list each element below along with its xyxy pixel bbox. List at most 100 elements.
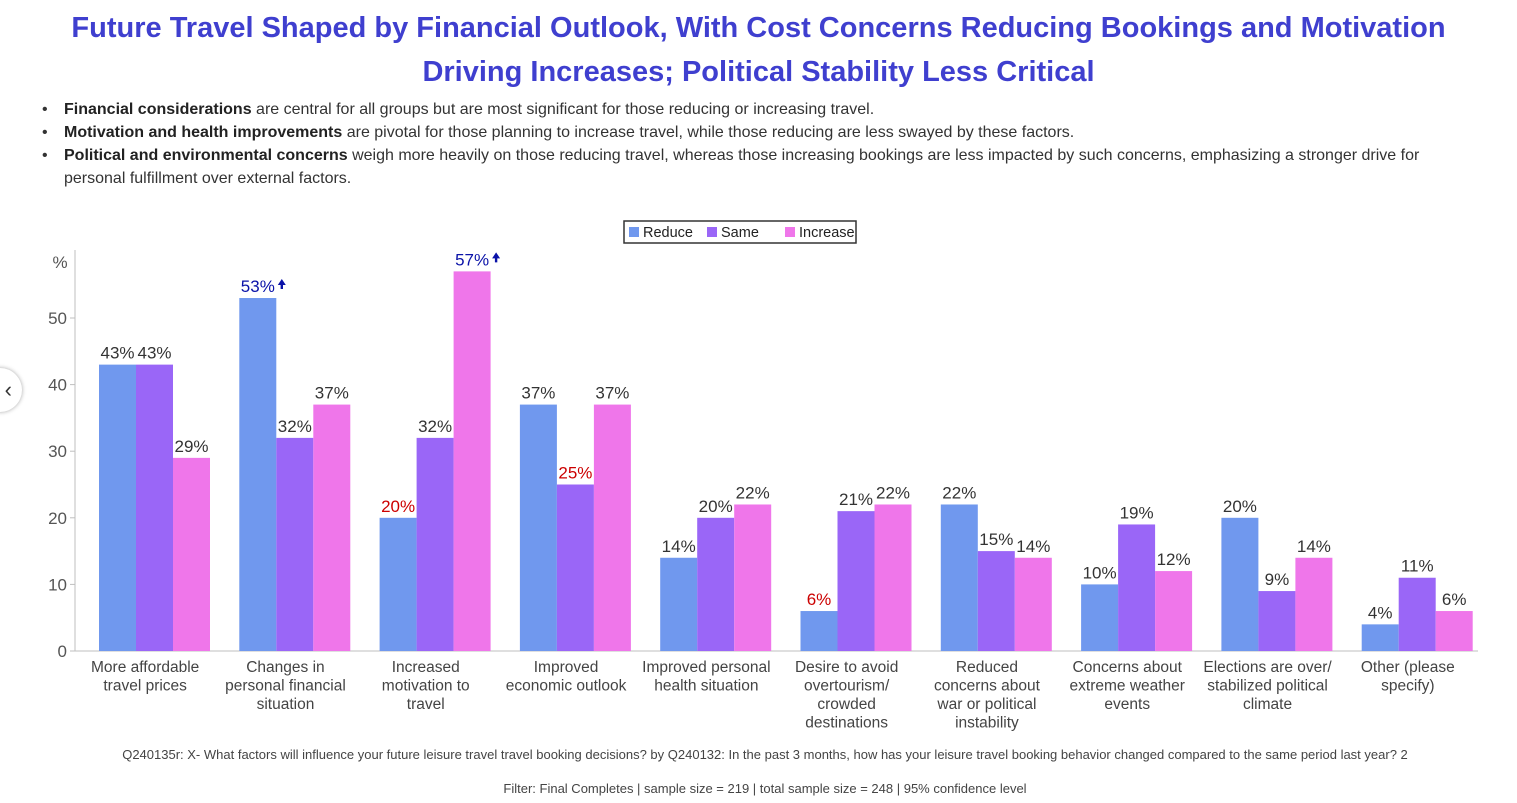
bar-increase — [874, 504, 912, 651]
bar-increase — [1014, 557, 1052, 651]
bar-reduce — [239, 298, 277, 651]
x-tick-label: climate — [1243, 696, 1292, 713]
bar-same — [1398, 577, 1436, 651]
data-label: 43% — [137, 344, 171, 363]
data-label: 37% — [521, 384, 555, 403]
x-tick-label: personal financial — [225, 678, 346, 695]
footer-question: Q240135r: X- What factors will influence… — [122, 747, 1408, 762]
bar-reduce — [1221, 517, 1259, 651]
x-tick-label: health situation — [654, 678, 758, 695]
data-label: 22% — [736, 483, 770, 502]
bar-reduce — [1361, 624, 1399, 651]
data-label: 22% — [942, 483, 976, 502]
x-tick-label: war or political — [936, 696, 1036, 713]
x-tick-label: stabilized political — [1207, 678, 1328, 695]
x-tick-label: destinations — [805, 715, 888, 732]
data-label: 4% — [1368, 603, 1393, 622]
bar-same — [136, 364, 173, 651]
x-tick-label: Improved — [534, 659, 599, 676]
summary-bullets: Financial considerations are central for… — [40, 98, 1470, 190]
arrow-up-icon — [277, 279, 286, 290]
bar-reduce — [940, 504, 978, 651]
bullet-item: Motivation and health improvements are p… — [40, 121, 1470, 144]
y-tick-label: 20 — [48, 509, 67, 528]
legend-swatch-reduce — [629, 227, 639, 237]
data-label: 15% — [979, 530, 1013, 549]
legend-label-reduce: Reduce — [643, 225, 693, 241]
bullet-text: are pivotal for those planning to increa… — [342, 124, 1075, 141]
legend-label-increase: Increase — [799, 225, 855, 241]
bar-reduce — [660, 557, 698, 651]
x-tick-label: concerns about — [934, 678, 1041, 695]
data-label: 37% — [595, 384, 629, 403]
data-label: 20% — [381, 497, 415, 516]
data-label: 6% — [1442, 590, 1467, 609]
data-label: 53% — [241, 277, 275, 296]
bar-same — [837, 511, 875, 651]
bar-increase — [173, 457, 210, 651]
bar-increase — [1155, 571, 1193, 651]
data-label: 57% — [455, 250, 489, 269]
previous-slide-button[interactable]: ‹ — [0, 368, 22, 412]
title-line-2: Driving Increases; Political Stability L… — [422, 56, 1095, 88]
bar-same — [1258, 591, 1296, 651]
bar-same — [556, 484, 594, 651]
bar-same — [697, 517, 735, 651]
bullet-text: are central for all groups but are most … — [251, 101, 875, 118]
legend-box — [623, 220, 857, 244]
bullet-bold: Financial considerations — [64, 101, 252, 118]
bullet-item: Financial considerations are central for… — [40, 98, 1470, 121]
data-label: 25% — [558, 464, 592, 483]
bullet-bold: Motivation and health improvements — [64, 124, 343, 141]
x-tick-label: motivation to — [382, 678, 470, 695]
y-tick-label: 40 — [48, 376, 67, 395]
page-title: Future Travel Shaped by Financial Outloo… — [0, 6, 1517, 94]
bar-increase — [453, 271, 491, 651]
x-tick-label: events — [1104, 696, 1150, 713]
x-tick-label: extreme weather — [1070, 678, 1185, 695]
data-label: 21% — [839, 490, 873, 509]
bar-same — [977, 551, 1015, 651]
data-label: 9% — [1265, 570, 1290, 589]
bar-increase — [1435, 611, 1473, 651]
bar-same — [1118, 524, 1156, 651]
y-axis-unit-label: % — [52, 253, 67, 272]
x-tick-label: travel — [407, 696, 445, 713]
data-label: 14% — [662, 537, 696, 556]
bar-reduce — [99, 364, 136, 651]
x-tick-label: Changes in — [246, 659, 324, 676]
legend-swatch-increase — [785, 227, 795, 237]
data-label: 6% — [807, 590, 832, 609]
y-tick-label: 50 — [48, 309, 67, 328]
bar-same — [276, 437, 314, 651]
x-tick-label: More affordable — [91, 659, 199, 676]
y-tick-label: 30 — [48, 442, 67, 461]
bar-reduce — [1081, 584, 1119, 651]
bar-increase — [734, 504, 772, 651]
data-label: 12% — [1157, 550, 1191, 569]
data-label: 29% — [174, 437, 208, 456]
bar-increase — [1295, 557, 1333, 651]
x-tick-label: specify) — [1381, 678, 1434, 695]
bar-reduce — [800, 611, 838, 651]
title-line-1: Future Travel Shaped by Financial Outloo… — [71, 12, 1446, 44]
bullet-item: Political and environmental concerns wei… — [40, 144, 1470, 190]
x-tick-label: Elections are over/ — [1203, 659, 1332, 676]
x-tick-label: overtourism/ — [804, 678, 890, 695]
bar-increase — [313, 404, 351, 651]
x-tick-label: Other (please — [1361, 659, 1455, 676]
x-tick-label: Increased — [392, 659, 460, 676]
data-label: 32% — [418, 417, 452, 436]
x-tick-label: Concerns about — [1073, 659, 1183, 676]
chevron-left-icon: ‹ — [4, 377, 12, 402]
x-tick-label: travel prices — [103, 678, 187, 695]
data-label: 14% — [1297, 537, 1331, 556]
data-label: 20% — [1223, 497, 1257, 516]
bar-reduce — [379, 517, 417, 651]
data-label: 19% — [1120, 503, 1154, 522]
x-tick-label: Improved personal — [642, 659, 770, 676]
bar-reduce — [519, 404, 557, 651]
footer-filter: Filter: Final Completes | sample size = … — [503, 781, 1027, 796]
x-tick-label: Desire to avoid — [795, 659, 898, 676]
y-tick-label: 10 — [48, 575, 67, 594]
